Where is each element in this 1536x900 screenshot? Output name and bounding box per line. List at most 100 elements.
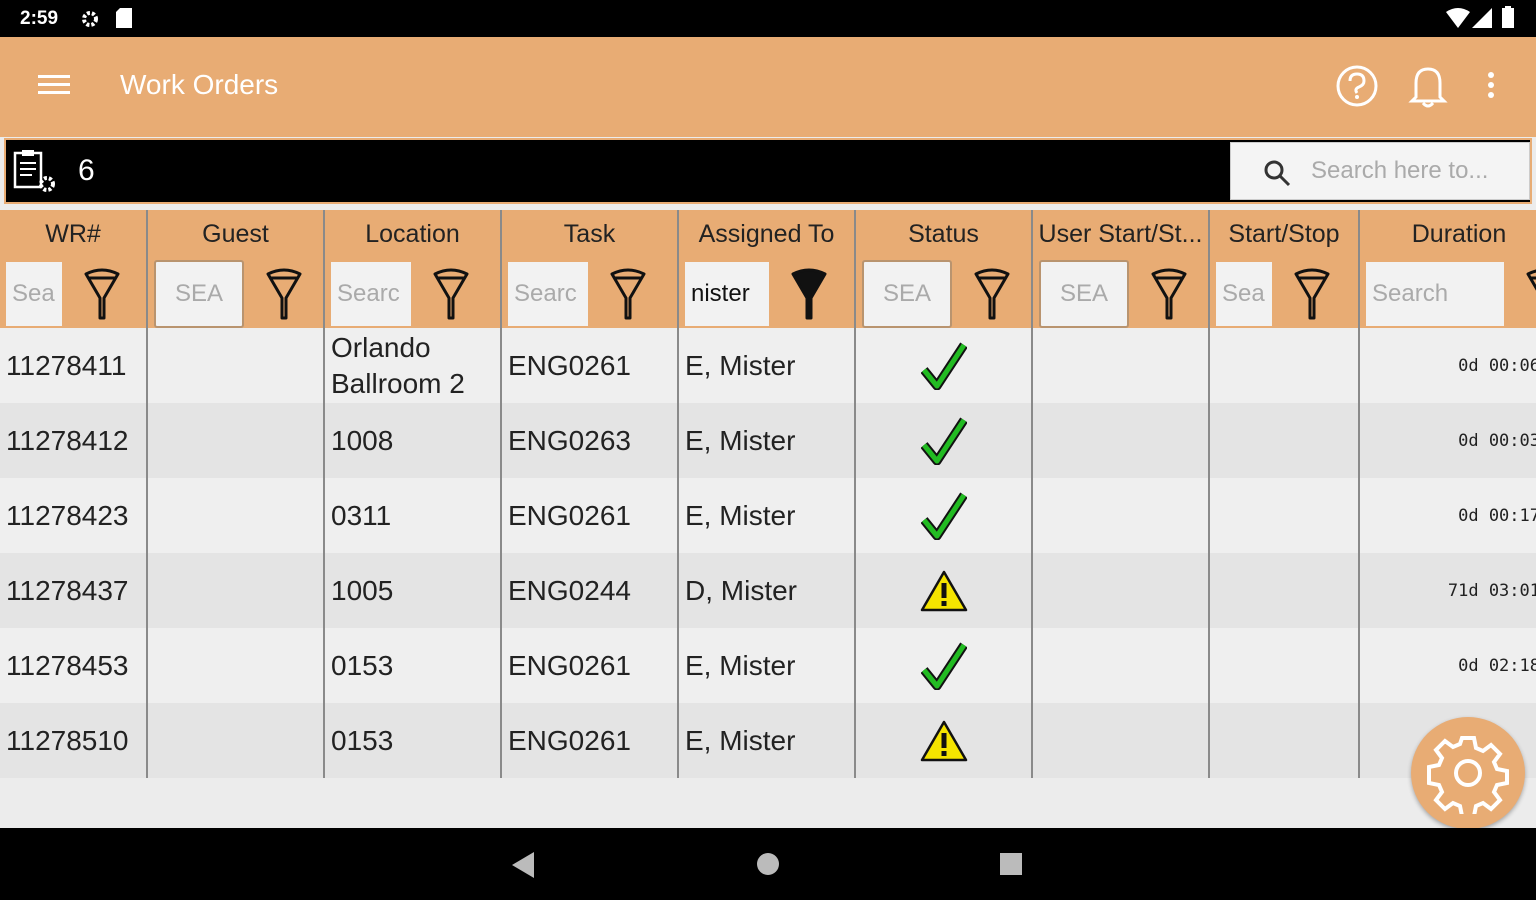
menu-icon[interactable] [38, 73, 70, 97]
cell-text: ENG0261 [508, 649, 631, 681]
cell-text: ENG0244 [508, 574, 631, 606]
filter-input-guest[interactable]: SEA [154, 260, 244, 328]
filter-icon[interactable] [610, 268, 646, 320]
filter-input-user-start-stop[interactable]: SEA [1039, 260, 1129, 328]
settings-fab[interactable] [1411, 717, 1525, 829]
filter-input-task[interactable]: Searc [508, 262, 588, 326]
filter-input-duration[interactable]: Search [1366, 262, 1504, 326]
table-row[interactable]: 11278423 0311 ENG0261 E, Mister 0d 00:17 [0, 478, 1536, 553]
cell-wr-number: 11278510 [0, 703, 148, 778]
filter-active-icon[interactable] [791, 268, 827, 320]
cell-text: D, Mister [685, 574, 797, 606]
search-box[interactable] [1230, 142, 1530, 200]
filter-icon[interactable] [433, 268, 469, 320]
cell-assigned-to: E, Mister [679, 478, 856, 553]
filter-input-assigned-to[interactable]: nister [685, 262, 769, 326]
filter-input-status[interactable]: SEA [862, 260, 952, 328]
cell-text: 0d 00:17 [1458, 505, 1536, 526]
filter-input-location[interactable]: Searc [331, 262, 411, 326]
cell-user-start-stop [1033, 628, 1210, 703]
settings-status-icon [82, 11, 98, 27]
cell-assigned-to: D, Mister [679, 553, 856, 628]
cell-duration: 71d 03:01 [1360, 553, 1536, 628]
cell-text: E, Mister [685, 424, 796, 456]
column-label[interactable]: Assigned To [698, 220, 835, 248]
page-title: Work Orders [120, 69, 279, 100]
column-label[interactable]: Task [563, 220, 616, 248]
column-label[interactable]: Guest [202, 220, 269, 248]
check-icon [920, 417, 967, 465]
cell-assigned-to: E, Mister [679, 628, 856, 703]
recents-icon[interactable] [1000, 853, 1022, 875]
filter-icon[interactable] [266, 268, 302, 320]
sd-card-icon [116, 8, 132, 28]
filter-value: nister [691, 280, 750, 307]
filter-icon[interactable] [1526, 268, 1536, 320]
cell-text: 0d 00:03 [1458, 430, 1536, 451]
cell-status [856, 478, 1033, 553]
cell-user-start-stop [1033, 703, 1210, 778]
cell-text: E, Mister [685, 724, 796, 756]
home-icon[interactable] [756, 852, 780, 876]
table-row[interactable]: 11278437 1005 ENG0244 D, Mister 71d 03:01 [0, 553, 1536, 628]
cell-task: ENG0263 [502, 403, 679, 478]
cell-guest [148, 403, 325, 478]
column-header-assigned-to: Assigned To nister [679, 210, 856, 328]
filter-icon[interactable] [84, 268, 120, 320]
cell-location: 0153 [325, 628, 502, 703]
warning-icon [920, 720, 967, 761]
cell-location: 0153 [325, 703, 502, 778]
cell-user-start-stop [1033, 478, 1210, 553]
cell-wr-number: 11278437 [0, 553, 148, 628]
work-order-count: 6 [78, 154, 95, 187]
filter-icon[interactable] [1151, 268, 1187, 320]
wifi-icon [1446, 8, 1470, 28]
cell-task: ENG0261 [502, 703, 679, 778]
cell-text: 11278437 [6, 574, 129, 606]
cell-guest [148, 328, 325, 403]
search-icon [1264, 160, 1291, 187]
cell-location: Orlando Ballroom 2 [325, 328, 502, 403]
cell-wr-number: 11278423 [0, 478, 148, 553]
table-row[interactable]: 11278412 1008 ENG0263 E, Mister 0d 00:03 [0, 403, 1536, 478]
cell-text: 1008 [331, 424, 394, 456]
column-label[interactable]: Status [908, 220, 979, 248]
column-label[interactable]: Start/Stop [1228, 220, 1340, 248]
gear-icon [1427, 736, 1509, 814]
filter-icon[interactable] [1294, 268, 1330, 320]
column-label[interactable]: User Start/St... [1038, 220, 1203, 248]
check-icon [920, 642, 967, 690]
cell-text: 0d 00:06 [1458, 355, 1536, 376]
table-row[interactable]: 11278411 Orlando Ballroom 2 ENG0261 E, Mist… [0, 328, 1536, 403]
cell-user-start-stop [1033, 328, 1210, 403]
battery-icon [1502, 6, 1514, 28]
column-label[interactable]: WR# [45, 220, 101, 248]
cell-location: 1008 [325, 403, 502, 478]
help-icon[interactable] [1334, 63, 1380, 109]
cell-status [856, 328, 1033, 403]
back-icon[interactable] [512, 852, 536, 878]
cell-guest [148, 478, 325, 553]
table-row[interactable]: 11278453 0153 ENG0261 E, Mister 0d 02:18 [0, 628, 1536, 703]
column-label[interactable]: Location [365, 220, 460, 248]
cell-text: Orlando Ballroom 2 [331, 331, 465, 399]
filter-icon[interactable] [974, 268, 1010, 320]
cell-user-start-stop [1033, 553, 1210, 628]
notification-bell-icon[interactable] [1406, 61, 1450, 109]
filter-input-wr-number[interactable]: Sea [6, 262, 62, 326]
cell-wr-number: 11278411 [0, 328, 148, 403]
cell-user-start-stop [1033, 403, 1210, 478]
cell-guest [148, 628, 325, 703]
cell-text: 0153 [331, 724, 394, 756]
cell-start-stop [1210, 328, 1360, 403]
search-input[interactable] [1311, 155, 1521, 187]
cell-wr-number: 11278412 [0, 403, 148, 478]
filter-input-start-stop[interactable]: Sea [1216, 262, 1272, 326]
more-options-icon[interactable] [1486, 71, 1496, 101]
cell-assigned-to: E, Mister [679, 328, 856, 403]
table-row[interactable]: 11278510 0153 ENG0261 E, Mister [0, 703, 1536, 778]
cell-text: E, Mister [685, 349, 796, 381]
column-label[interactable]: Duration [1411, 220, 1507, 248]
cell-text: 11278412 [6, 424, 129, 456]
cell-text: 0153 [331, 649, 394, 681]
